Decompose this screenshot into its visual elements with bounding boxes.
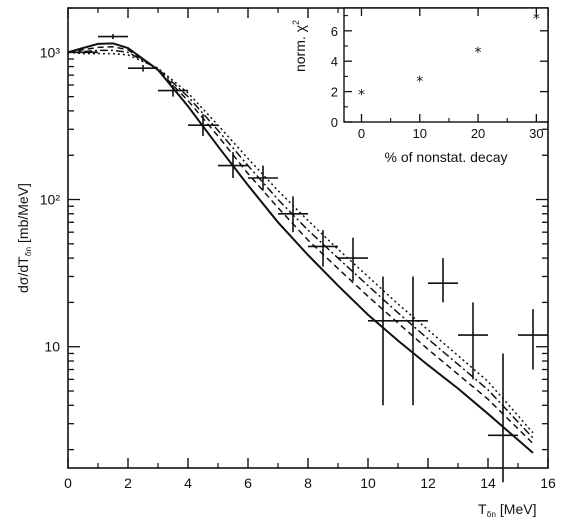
inset-y-tick-label: 4 [331,54,338,69]
inset-y-axis-ticks: 0 2 4 6 [331,15,548,130]
inset-y-axis-label: norm. χ [292,24,308,72]
model-curves [67,42,534,454]
curve-dashed [67,46,534,445]
inset-plot-frame [343,7,549,123]
data-point [248,165,278,191]
curve-dashdot [67,49,534,439]
y-axis-ticks: 10 10² 10³ [40,7,548,451]
data-point [398,276,428,406]
inset-y-tick-label: 0 [331,115,338,130]
data-point [518,309,548,370]
data-point [368,276,398,406]
inset-x-tick-label: 30 [529,126,543,141]
inset-x-axis-title: % of nonstat. decay [385,149,508,165]
x-axis-subscript: ẟn [487,510,496,519]
data-point [428,258,458,303]
data-point [278,196,308,233]
data-point [458,302,488,380]
x-tick-label: 2 [124,475,132,491]
data-point [218,152,248,179]
inset-background [344,8,548,122]
y-axis-title: dσ/dTẟn [mb/MeV] [15,183,33,293]
inset-point: * [475,45,482,61]
y-axis-symbol: dσ/dT [15,256,31,293]
x-tick-label: 0 [64,475,72,491]
inset-x-tick-label: 0 [358,126,365,141]
x-tick-label: 6 [244,475,252,491]
data-point [188,114,218,137]
inset-y-tick-label: 6 [331,24,338,39]
data-point [98,34,128,40]
x-tick-label: 16 [540,475,556,491]
y-axis-unit: [mb/MeV] [15,183,31,243]
inset-y-axis-superscript: 2 [291,20,301,25]
inset-x-tick-label: 20 [471,126,485,141]
inset-points: * * * * [358,12,540,104]
y-tick-label: 10 [44,339,60,355]
inset-x-axis-ticks: 0 10 20 30 [358,8,544,141]
x-axis-symbol: T [478,501,487,517]
x-tick-label: 12 [420,475,436,491]
data-point [338,237,368,281]
x-axis-title: Tẟn [MeV] [478,501,536,519]
x-tick-label: 8 [304,475,312,491]
inset-x-tick-label: 10 [413,126,427,141]
inset-point: * [416,74,423,90]
curve-dotted [67,51,534,434]
y-axis-subscript: ẟn [24,247,33,256]
y-tick-label: 10³ [40,44,61,60]
data-points [68,34,548,483]
inset-point: * [358,88,365,104]
data-point [308,230,338,267]
x-tick-label: 4 [184,475,192,491]
inset-point: * [533,12,540,28]
data-point [488,353,518,483]
data-point [158,84,188,97]
x-tick-label: 14 [480,475,496,491]
curve-solid [67,42,534,454]
inset-y-axis-title: norm. χ2 [291,20,308,72]
data-point [128,64,158,72]
x-axis-unit: [MeV] [500,501,537,517]
x-tick-label: 10 [360,475,376,491]
inset-y-tick-label: 2 [331,85,338,100]
y-tick-label: 10² [40,192,61,208]
